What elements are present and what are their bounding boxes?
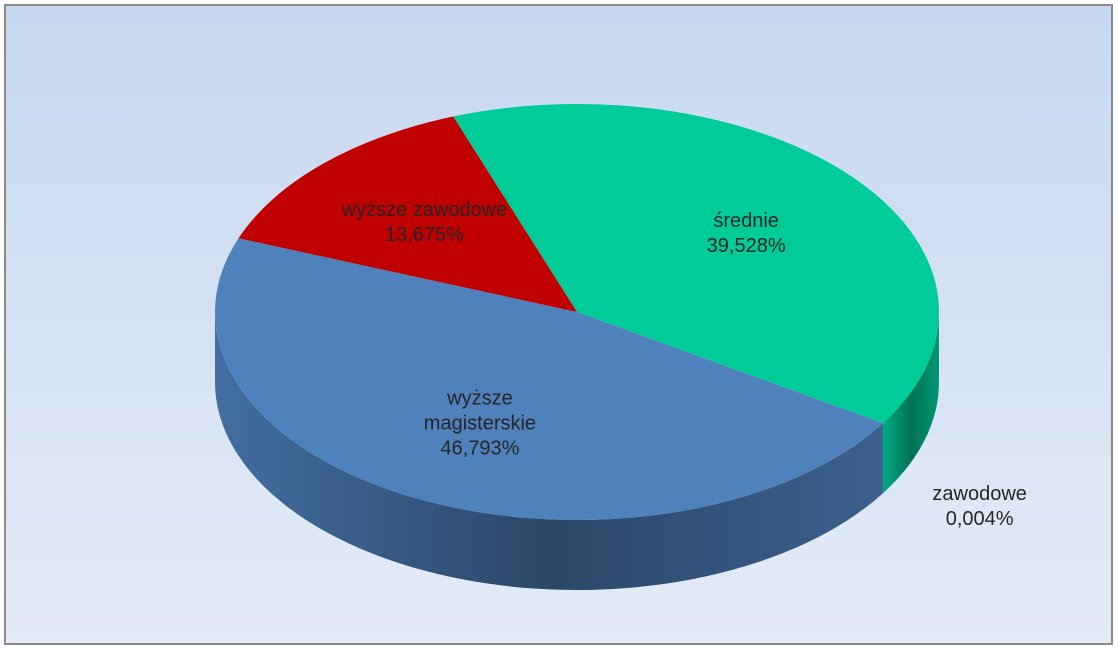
data-label: wyższe zawodowe 13,675% [339,198,509,248]
category-label: wyższe zawodowe [341,199,508,222]
slice-side-shade [882,312,939,494]
category-label: wyższe magisterskie [423,387,537,435]
value-label: 39,528% [706,234,786,257]
slice [453,104,939,424]
slice-side-shade [215,312,883,591]
pie [214,104,939,591]
data-label: średnie 39,528% [661,209,831,259]
value-label: 46,793% [440,437,520,460]
data-label: zawodowe 0,004% [895,482,1065,532]
value-label: 13,675% [384,224,464,247]
data-label: wyższe magisterskie 46,793% [395,386,565,461]
value-label: 0,004% [945,507,1014,530]
slice [577,312,883,424]
slice [238,116,577,312]
category-label: zawodowe [932,482,1027,505]
category-label: średnie [713,209,779,232]
slice [214,238,883,521]
